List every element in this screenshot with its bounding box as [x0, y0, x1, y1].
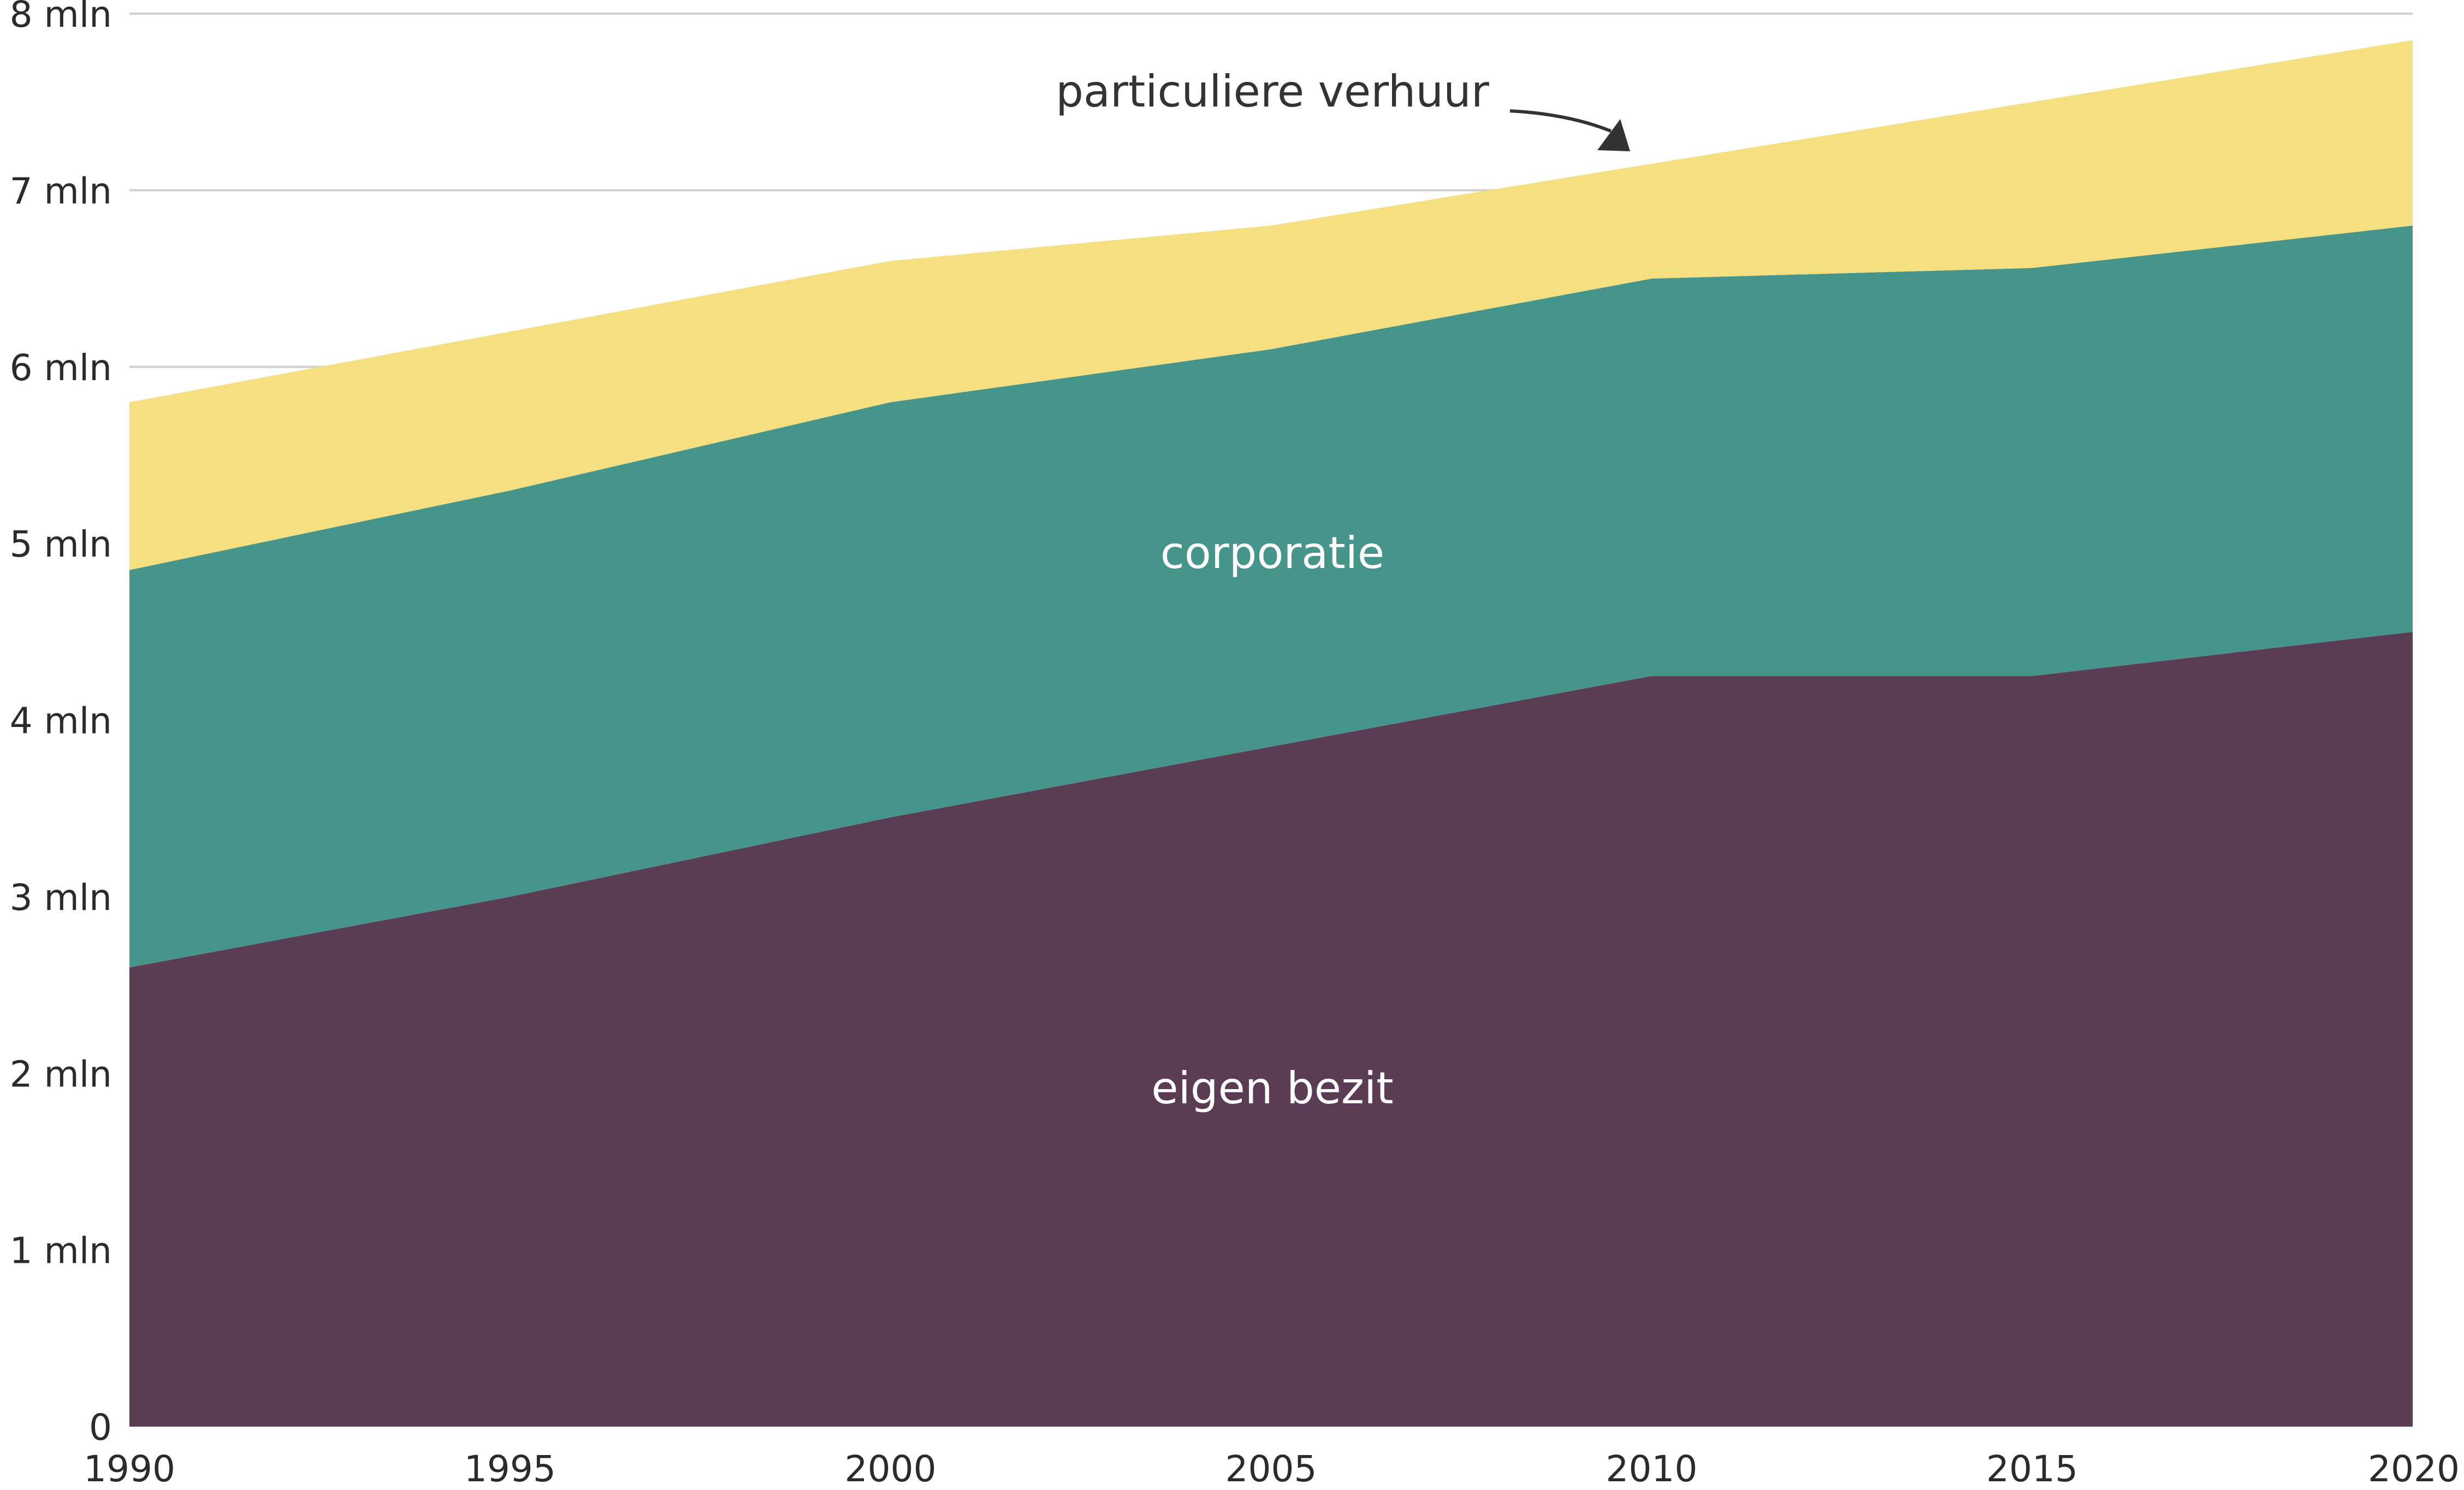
area-eigen-bezit: [129, 631, 2413, 1427]
x-tick-label: 2015: [1986, 1448, 2078, 1490]
x-tick-label: 2020: [2368, 1448, 2460, 1490]
annotation-arrow-shaft: [1509, 109, 1612, 133]
annotation-particuliere-verhuur: particuliere verhuur: [1056, 66, 1489, 117]
annotation-eigen-bezit: eigen bezit: [1151, 1063, 1393, 1114]
y-tick-label: 6 mln: [10, 347, 112, 389]
x-tick-label: 2010: [1606, 1448, 1697, 1490]
y-tick-label: 2 mln: [10, 1053, 112, 1095]
x-tick-label: 2000: [845, 1448, 937, 1490]
area-particuliere-verhuur: [129, 40, 2413, 570]
annotation-corporatie: corporatie: [1160, 528, 1384, 578]
x-tick-label: 1990: [84, 1448, 175, 1490]
x-tick-label: 1995: [464, 1448, 556, 1490]
x-tick-label: 2005: [1225, 1448, 1317, 1490]
stacked-areas: [129, 40, 2413, 1427]
y-tick-label: 3 mln: [10, 877, 112, 919]
area-corporatie: [129, 226, 2413, 968]
y-tick-label: 8 mln: [10, 0, 112, 36]
y-tick-label: 7 mln: [10, 170, 112, 212]
annotation-arrowhead: [1597, 119, 1630, 151]
y-tick-label: 5 mln: [10, 523, 112, 565]
y-tick-label: 0: [89, 1406, 112, 1448]
y-axis-tick-labels: 0 1 mln 2 mln 3 mln 4 mln 5 mln 6 mln 7 mln 8 ml…: [10, 0, 112, 1448]
annotations: particuliere verhuur corporatie eigen be…: [1056, 66, 1630, 1114]
y-tick-label: 4 mln: [10, 700, 112, 742]
x-axis-tick-labels: 1990 1995 2000 2005 2010 2015 2020: [84, 1448, 2460, 1490]
y-tick-label: 1 mln: [10, 1230, 112, 1272]
